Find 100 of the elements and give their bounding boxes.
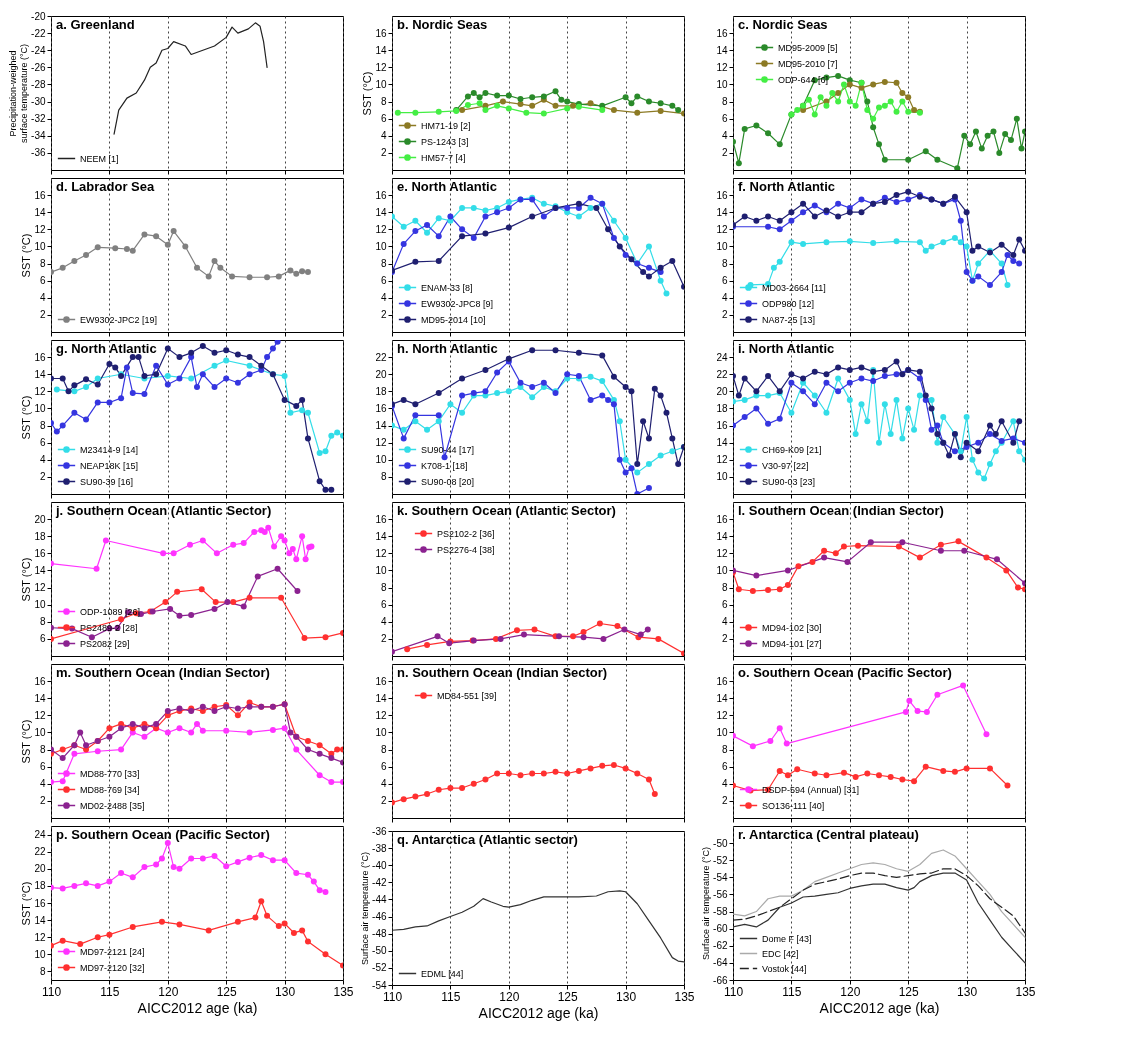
chart-title: d. Labrador Sea <box>56 179 156 194</box>
legend-label: HM71-19 [2] <box>421 120 471 131</box>
x-tick-label: 130 <box>275 984 296 999</box>
legend-label: MD03-2664 [11] <box>762 282 826 293</box>
y-tick-label: -24 <box>31 44 46 56</box>
y-tick-label: 14 <box>375 530 387 542</box>
y-tick-label: 12 <box>375 547 387 559</box>
y-tick-label: 2 <box>39 309 46 321</box>
y-tick-label: 10 <box>375 564 387 576</box>
legend-label: MD02-2488 [35] <box>80 800 145 811</box>
y-tick-label: 6 <box>721 761 728 773</box>
y-tick-label: 16 <box>716 27 728 39</box>
y-tick-label: 8 <box>721 744 728 756</box>
y-axis-title: Surface air temperature (°C) <box>360 851 371 966</box>
chart-title: e. North Atlantic <box>397 179 497 194</box>
y-tick-label: 22 <box>716 368 728 380</box>
x-tick-label: 125 <box>557 989 579 1004</box>
y-tick-label: -36 <box>372 825 387 837</box>
chart-title: q. Antarctica (Atlantic sector) <box>397 832 578 847</box>
y-tick-label: -54 <box>713 871 728 883</box>
y-tick-label: -20 <box>31 10 46 22</box>
legend-label: SU90-03 [23] <box>762 476 816 487</box>
y-tick-label: 14 <box>34 564 46 576</box>
y-axis-title: Precipitation-weighed surface temperature (°C) <box>8 43 30 144</box>
y-tick-label: 12 <box>375 709 387 721</box>
y-tick-label: -28 <box>31 78 46 90</box>
y-tick-label: 14 <box>34 206 46 218</box>
y-tick-label: -64 <box>713 957 728 969</box>
y-tick-label: -56 <box>713 888 728 900</box>
y-tick-label: 12 <box>34 223 46 235</box>
x-tick-label: 135 <box>1015 984 1036 999</box>
y-tick-label: 8 <box>39 965 46 977</box>
y-tick-label: 14 <box>34 692 46 704</box>
y-tick-label: 16 <box>34 351 46 363</box>
x-tick-label: 130 <box>616 989 637 1004</box>
y-tick-label: 10 <box>375 78 387 90</box>
y-tick-label: 10 <box>716 564 728 576</box>
chart-title: p. Southern Ocean (Pacific Sector) <box>56 827 270 842</box>
y-tick-label: 6 <box>39 275 46 287</box>
y-tick-label: 16 <box>375 189 387 201</box>
y-tick-label: 14 <box>716 206 728 218</box>
y-tick-label: -30 <box>31 96 46 108</box>
y-tick-label: -52 <box>713 854 728 866</box>
y-tick-label: 6 <box>39 633 46 645</box>
y-tick-label: 12 <box>716 61 728 73</box>
y-tick-label: 12 <box>34 385 46 397</box>
x-axis-title: AICC2012 age (ka) <box>478 1004 599 1021</box>
y-tick-label: -36 <box>31 147 46 159</box>
legend-label: SO136-111 [40] <box>762 800 825 811</box>
legend-label: EDC [42] <box>762 948 799 959</box>
y-tick-label: 16 <box>34 675 46 687</box>
y-tick-label: -54 <box>372 979 387 991</box>
y-tick-label: 14 <box>375 44 387 56</box>
y-tick-label: -40 <box>372 859 387 871</box>
y-tick-label: 14 <box>375 420 387 432</box>
chart-title: n. Southern Ocean (Indian Sector) <box>397 665 608 680</box>
y-tick-label: -50 <box>713 837 728 849</box>
y-tick-label: 2 <box>380 147 387 159</box>
legend-label: MD84-551 [39] <box>437 690 497 701</box>
y-tick-label: 16 <box>375 675 387 687</box>
y-tick-label: 6 <box>721 599 728 611</box>
x-tick-label: 135 <box>333 984 354 999</box>
y-axis-title: SST (°C) <box>20 719 33 764</box>
y-tick-label: 10 <box>716 240 728 252</box>
y-tick-label: -44 <box>372 893 387 905</box>
y-tick-label: 4 <box>721 616 728 628</box>
legend-label: MD94-101 [27] <box>762 638 822 649</box>
y-tick-label: 2 <box>380 795 387 807</box>
y-tick-label: 10 <box>375 240 387 252</box>
legend-label: MD94-102 [30] <box>762 622 822 633</box>
y-tick-label: 16 <box>34 547 46 559</box>
legend-label: M23414-9 [14] <box>80 444 139 455</box>
x-tick-label: 110 <box>723 984 744 999</box>
y-tick-label: 16 <box>716 420 728 432</box>
y-tick-label: 6 <box>721 275 728 287</box>
y-tick-label: 12 <box>375 61 387 73</box>
y-tick-label: -66 <box>713 974 728 986</box>
y-tick-label: 10 <box>716 726 728 738</box>
y-tick-label: 10 <box>34 726 46 738</box>
x-axis-title: AICC2012 age (ka) <box>819 999 940 1016</box>
y-tick-label: 4 <box>380 778 387 790</box>
chart-title: j. Southern Ocean (Atlantic Sector) <box>55 503 272 518</box>
y-tick-label: 8 <box>380 96 387 108</box>
y-tick-label: 16 <box>34 189 46 201</box>
legend-label: SU90-39 [16] <box>80 476 134 487</box>
y-axis-title: SST (°C) <box>20 233 33 278</box>
y-tick-label: 6 <box>380 275 387 287</box>
y-tick-label: 14 <box>34 914 46 926</box>
y-tick-label: 4 <box>380 130 387 142</box>
legend-label: Dome F [43] <box>762 933 812 944</box>
y-tick-label: 6 <box>721 113 728 125</box>
y-tick-label: 4 <box>380 616 387 628</box>
y-tick-label: 18 <box>34 530 46 542</box>
y-tick-label: 6 <box>380 599 387 611</box>
y-tick-label: 12 <box>34 931 46 943</box>
legend-label: PS2082 [29] <box>80 638 130 649</box>
y-tick-label: 12 <box>716 223 728 235</box>
y-tick-label: 18 <box>375 385 387 397</box>
y-tick-label: 16 <box>375 513 387 525</box>
y-tick-label: 4 <box>721 778 728 790</box>
